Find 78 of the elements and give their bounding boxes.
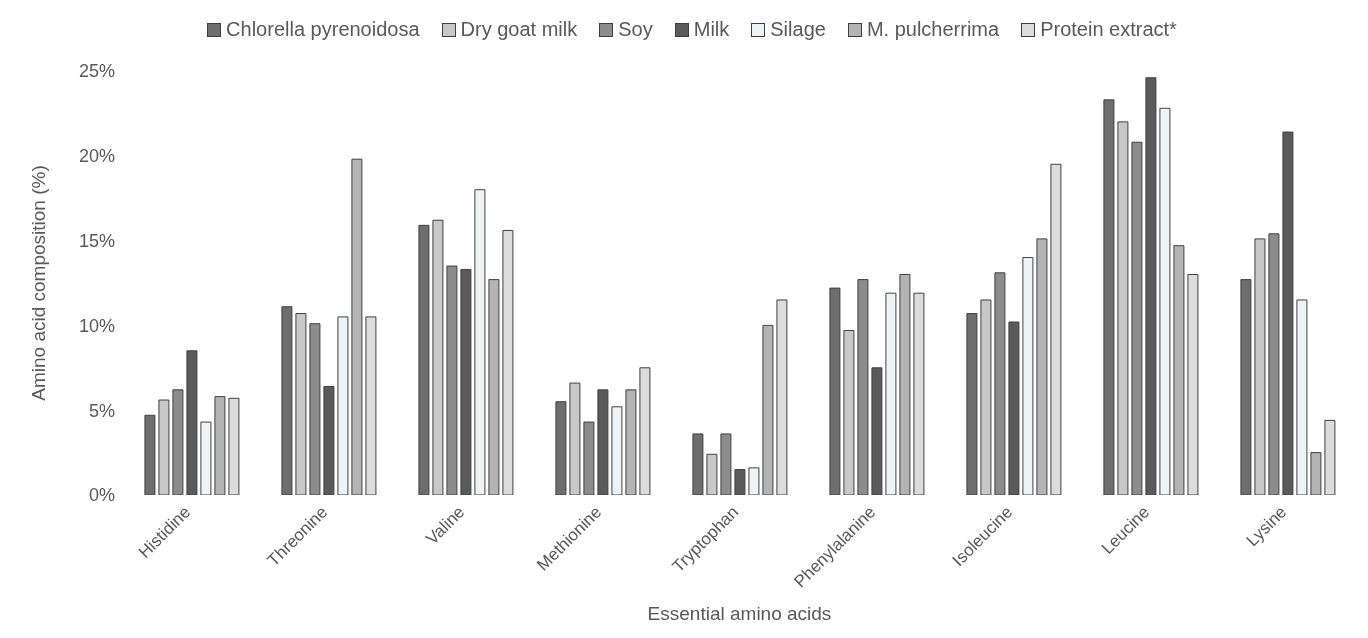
bar xyxy=(639,367,651,495)
bar xyxy=(871,367,883,495)
bar xyxy=(365,316,377,495)
bar xyxy=(569,382,581,495)
y-tick-label: 5% xyxy=(88,400,115,421)
bar xyxy=(1296,299,1308,495)
bar xyxy=(200,421,212,495)
bar xyxy=(460,268,472,495)
y-tick-label: 10% xyxy=(78,315,115,336)
bar xyxy=(1268,233,1280,495)
legend-label: Silage xyxy=(770,18,826,41)
bar xyxy=(158,399,170,495)
bar xyxy=(295,313,307,495)
y-tick-label: 0% xyxy=(88,485,115,506)
y-axis-title: Amino acid composition (%) xyxy=(27,165,49,401)
bar xyxy=(488,279,500,495)
bar xyxy=(1310,452,1322,495)
bar xyxy=(1254,238,1266,495)
bar xyxy=(555,401,567,495)
bar xyxy=(994,272,1006,495)
bar xyxy=(1324,419,1336,495)
bar xyxy=(1131,141,1143,495)
bar xyxy=(1240,279,1252,495)
bar xyxy=(913,292,925,495)
bar xyxy=(1036,238,1048,495)
bar xyxy=(843,329,855,495)
y-tick-label: 25% xyxy=(78,61,115,82)
legend-label: Dry goat milk xyxy=(460,18,578,41)
bar xyxy=(228,397,240,495)
bar xyxy=(1187,274,1199,495)
bar xyxy=(885,292,897,495)
bar xyxy=(446,265,458,495)
bar xyxy=(1008,321,1020,495)
bar xyxy=(337,316,349,495)
bar xyxy=(144,414,156,495)
bar xyxy=(692,433,704,495)
bar xyxy=(625,389,637,495)
bar xyxy=(186,350,198,495)
bar xyxy=(432,219,444,495)
bar xyxy=(418,224,430,495)
bar xyxy=(474,189,486,495)
bar xyxy=(214,396,226,495)
bar xyxy=(720,433,732,495)
bar xyxy=(323,385,335,495)
bar xyxy=(351,158,363,495)
bar xyxy=(1173,245,1185,495)
bar xyxy=(899,274,911,495)
bar xyxy=(776,299,788,495)
legend-label: Chlorella pyrenoidosa xyxy=(226,18,420,41)
bar xyxy=(857,279,869,495)
bar xyxy=(281,306,293,495)
bar xyxy=(829,287,841,495)
bar xyxy=(1022,257,1034,495)
legend-label: Protein extract* xyxy=(1040,18,1177,41)
bar xyxy=(1117,121,1129,495)
legend-label: Milk xyxy=(693,18,730,41)
x-axis-title: Essential amino acids xyxy=(647,603,832,624)
legend-label: Soy xyxy=(618,18,653,41)
bar xyxy=(734,469,746,495)
bar xyxy=(1050,163,1062,495)
bar xyxy=(1159,107,1171,495)
bar xyxy=(1282,131,1294,495)
bar xyxy=(1103,99,1115,495)
bar xyxy=(309,323,321,495)
bar xyxy=(502,229,514,495)
bar xyxy=(597,389,609,495)
y-tick-label: 15% xyxy=(78,230,115,251)
bar xyxy=(1145,77,1157,495)
bar xyxy=(966,313,978,495)
bar xyxy=(706,453,718,495)
y-tick-label: 20% xyxy=(78,146,115,167)
bar xyxy=(611,406,623,495)
bar xyxy=(980,299,992,495)
legend-label: M. pulcherrima xyxy=(866,18,1000,41)
bar xyxy=(583,421,595,495)
bar xyxy=(748,467,760,495)
bar xyxy=(762,324,774,495)
bar xyxy=(172,389,184,495)
